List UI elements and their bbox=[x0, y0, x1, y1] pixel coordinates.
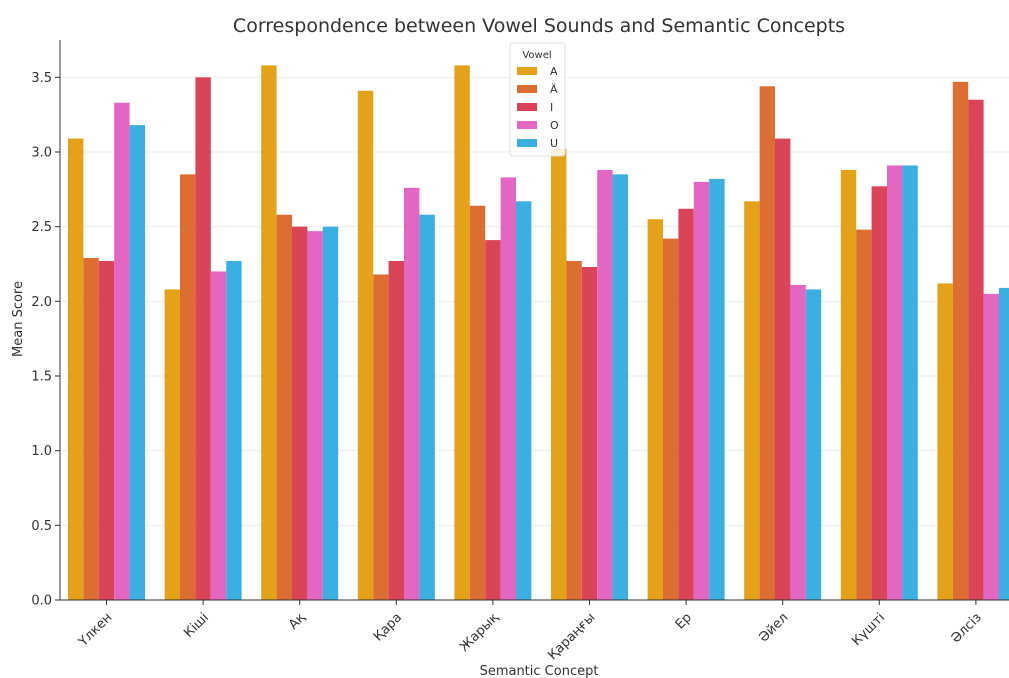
bar-Ä-3 bbox=[373, 274, 389, 600]
x-axis-label: Semantic Concept bbox=[480, 664, 599, 678]
x-tick-label: Кіші bbox=[181, 610, 212, 641]
bar-O-1 bbox=[210, 271, 227, 600]
bar-A-5 bbox=[551, 149, 567, 600]
x-tick-label: Күшті bbox=[849, 610, 888, 649]
bar-Ä-2 bbox=[276, 214, 292, 600]
bar-Ä-0 bbox=[83, 258, 99, 600]
x-tick-label: Әлсіз bbox=[949, 610, 985, 646]
bar-I-7 bbox=[775, 138, 791, 600]
bar-O-3 bbox=[404, 187, 420, 600]
legend-swatch bbox=[517, 139, 537, 147]
y-axis-label: Mean Score bbox=[11, 281, 26, 357]
legend-swatch bbox=[517, 121, 537, 129]
bar-O-9 bbox=[983, 293, 999, 600]
y-tick-label: 1.5 bbox=[31, 370, 52, 385]
chart-title: Correspondence between Vowel Sounds and … bbox=[233, 15, 845, 37]
bar-I-5 bbox=[581, 266, 598, 600]
x-tick-label: Қараңғы bbox=[545, 610, 598, 663]
bar-Ä-8 bbox=[856, 229, 872, 601]
bar-A-8 bbox=[840, 169, 857, 601]
y-tick-label: 0.0 bbox=[31, 594, 52, 609]
bar-U-1 bbox=[226, 261, 242, 600]
y-tick-label: 3.0 bbox=[31, 146, 52, 161]
bar-O-6 bbox=[693, 181, 710, 600]
legend-swatch bbox=[517, 103, 537, 111]
bar-A-1 bbox=[164, 289, 180, 600]
bar-A-2 bbox=[261, 65, 277, 601]
bar-A-7 bbox=[744, 201, 760, 600]
legend-label: U bbox=[550, 137, 558, 150]
x-tick-label: Ер bbox=[673, 610, 695, 632]
bar-U-4 bbox=[516, 201, 532, 600]
y-tick-label: 1.0 bbox=[31, 444, 52, 459]
bar-I-3 bbox=[388, 261, 404, 600]
bar-O-8 bbox=[887, 165, 903, 600]
bar-A-6 bbox=[647, 219, 663, 600]
y-tick-label: 2.5 bbox=[31, 220, 52, 235]
bar-I-4 bbox=[485, 240, 501, 600]
bar-U-3 bbox=[419, 214, 435, 600]
x-tick-label: Қара bbox=[371, 610, 405, 644]
legend-title: Vowel bbox=[522, 50, 551, 61]
bar-I-9 bbox=[968, 99, 984, 600]
legend-label: O bbox=[550, 119, 559, 132]
bar-O-5 bbox=[597, 169, 613, 601]
legend-label: Ä bbox=[550, 83, 558, 96]
bar-Ä-1 bbox=[180, 174, 196, 600]
x-axis: Үлкен Кіші Ақ Қара Жарық Қараңғы Ер Әйел Күшті Әл… bbox=[60, 599, 1009, 663]
bar-Ä-9 bbox=[952, 81, 969, 600]
x-tick-label: Жарық bbox=[457, 610, 502, 655]
bar-I-6 bbox=[678, 208, 694, 600]
x-tick-label: Үлкен bbox=[75, 610, 115, 650]
bar-U-6 bbox=[709, 178, 725, 600]
bar-U-7 bbox=[805, 289, 822, 600]
y-tick-label: 3.5 bbox=[31, 71, 52, 86]
y-tick-label: 2.0 bbox=[31, 295, 52, 310]
bars bbox=[68, 65, 1009, 601]
x-tick-label: Әйел bbox=[756, 610, 791, 645]
bar-I-0 bbox=[98, 261, 115, 600]
x-tick-label: Ақ bbox=[286, 610, 309, 633]
bar-O-7 bbox=[790, 284, 806, 600]
bar-O-4 bbox=[500, 177, 516, 601]
bar-I-2 bbox=[292, 226, 308, 600]
legend-swatch bbox=[517, 85, 537, 93]
y-axis: 0.0 0.5 1.0 1.5 2.0 2.5 3.0 3.5 bbox=[31, 40, 61, 609]
bar-Ä-4 bbox=[469, 205, 486, 600]
y-tick-label: 0.5 bbox=[31, 519, 52, 534]
bar-U-2 bbox=[322, 226, 339, 600]
bar-U-0 bbox=[129, 125, 145, 601]
bar-Ä-6 bbox=[663, 238, 679, 600]
bar-A-9 bbox=[937, 283, 953, 600]
bar-O-0 bbox=[114, 102, 130, 600]
bar-I-1 bbox=[195, 77, 211, 601]
legend-label: I bbox=[550, 101, 553, 114]
bar-A-0 bbox=[68, 138, 84, 600]
bar-O-2 bbox=[307, 231, 323, 600]
bar-U-8 bbox=[902, 165, 918, 600]
bar-I-8 bbox=[871, 186, 887, 600]
bar-Ä-5 bbox=[566, 261, 582, 600]
bar-Ä-7 bbox=[759, 86, 775, 600]
bar-A-4 bbox=[454, 65, 470, 601]
legend-label: A bbox=[550, 65, 558, 78]
legend-swatch bbox=[517, 67, 537, 75]
bar-U-9 bbox=[999, 287, 1009, 600]
bar-A-3 bbox=[357, 90, 374, 601]
bar-U-5 bbox=[612, 174, 628, 600]
